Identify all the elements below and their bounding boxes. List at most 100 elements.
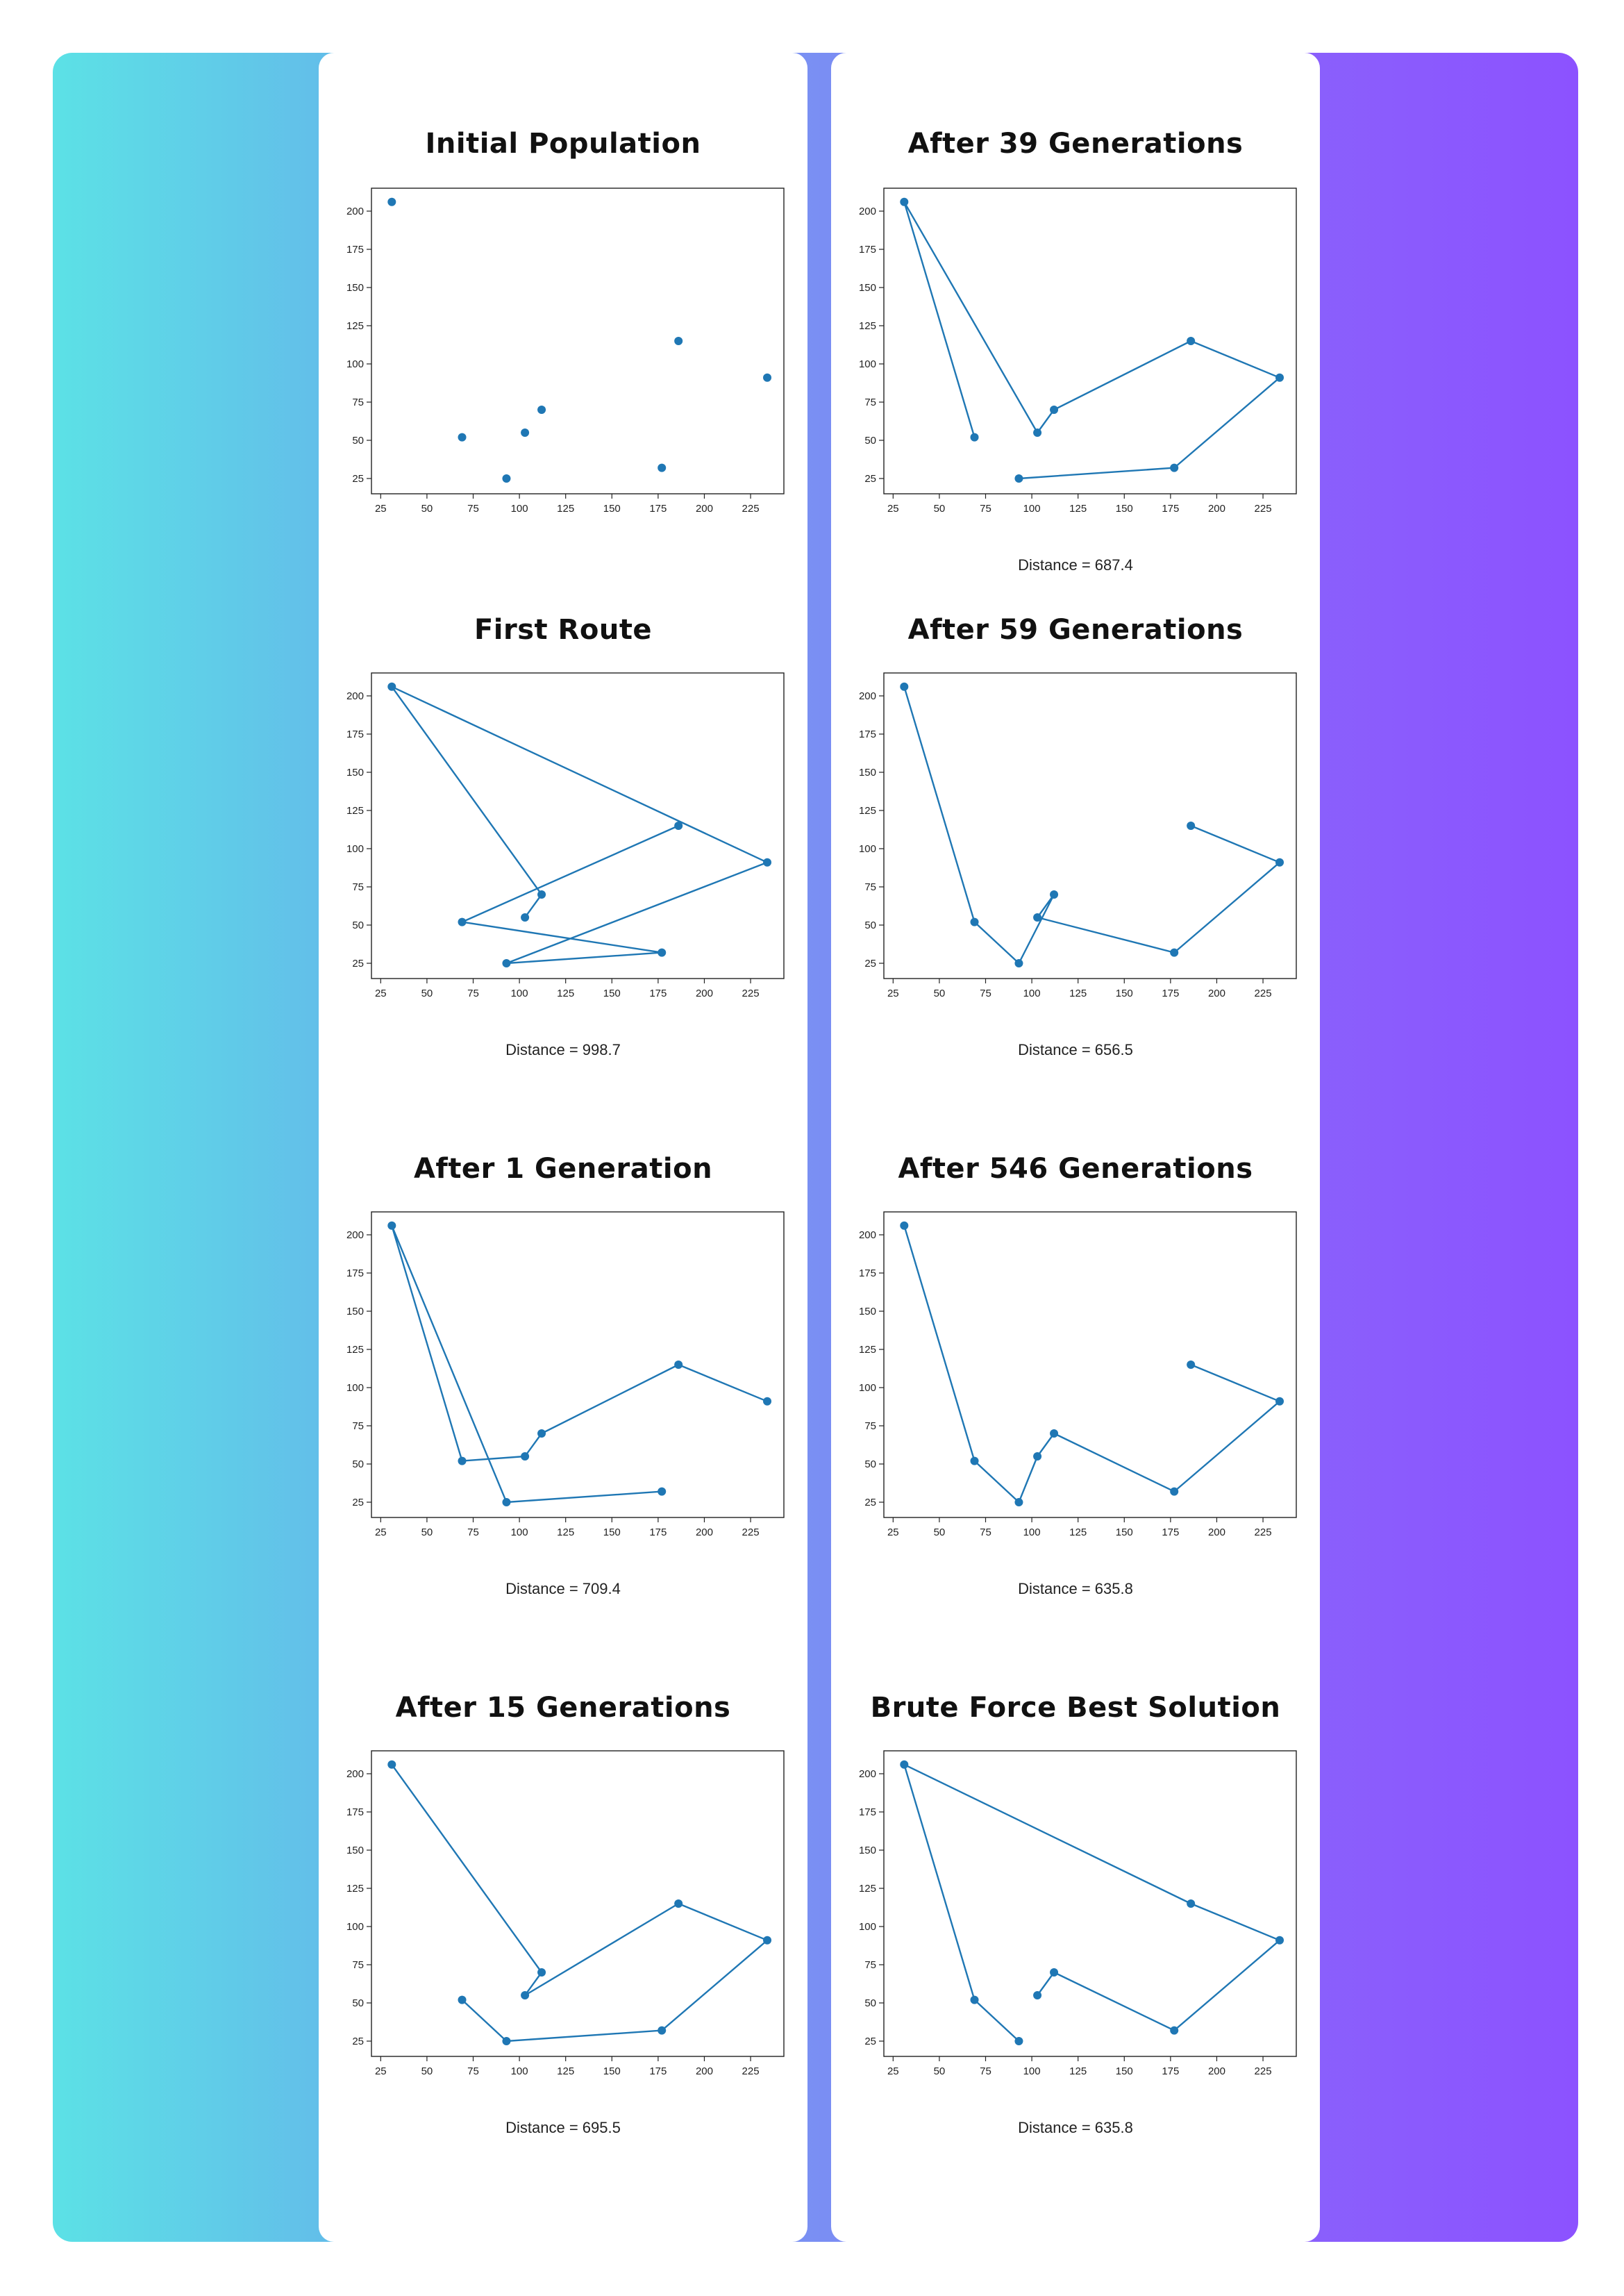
city-point (763, 858, 772, 867)
city-point (658, 1487, 667, 1496)
chart-svg: 25 50 75 100 125 150 175 200 225 25 50 75 100 125 150 1… (859, 188, 1297, 515)
x-tick-label: 175 (1162, 503, 1179, 515)
chart-title: After 39 Generations (907, 128, 1244, 160)
chart-title: After 15 Generations (395, 1692, 731, 1724)
city-point (502, 2037, 511, 2045)
chart-card-after-546-generations: After 546 Generations 25 50 75 100 125 150 175… (831, 1076, 1320, 1597)
plot-area: 25 50 75 100 125 150 175 200 225 25 50 75 100 125 150 1… (852, 188, 1297, 535)
x-tick-label: 225 (742, 2065, 760, 2077)
x-tick-label: 50 (934, 1526, 946, 1538)
chart-card-after-59-generations: After 59 Generations 25 50 75 100 125 150 175 2… (831, 538, 1320, 1058)
x-tick-label: 225 (742, 988, 760, 999)
x-tick-label: 50 (934, 2065, 946, 2077)
city-point (658, 463, 667, 472)
chart-svg: 25 50 75 100 125 150 175 200 225 25 50 75 100 125 150 1… (346, 1211, 785, 1538)
y-tick-label: 75 (352, 397, 364, 408)
city-point (1033, 429, 1042, 437)
y-tick-label: 150 (859, 1306, 876, 1317)
city-point (763, 1936, 772, 1945)
y-tick-label: 50 (864, 1997, 876, 2009)
city-point (521, 913, 530, 922)
x-tick-label: 200 (696, 2065, 713, 2077)
y-tick-label: 150 (346, 767, 364, 779)
city-point (1170, 1487, 1179, 1496)
city-point (1187, 1899, 1196, 1908)
distance-label: Distance = 635.8 (1018, 2119, 1133, 2136)
x-tick-label: 25 (375, 988, 387, 999)
city-point (1187, 822, 1196, 830)
y-tick-label: 100 (346, 358, 364, 370)
y-tick-label: 75 (352, 1959, 364, 1971)
y-tick-label: 100 (346, 843, 364, 855)
route-line (903, 686, 1281, 965)
city-point (970, 917, 979, 926)
x-tick-label: 50 (421, 1526, 433, 1538)
city-point (521, 1991, 530, 1999)
chart-svg: 25 50 75 100 125 150 175 200 225 25 50 75 100 125 150 1… (346, 188, 785, 515)
x-tick-label: 75 (467, 2065, 479, 2077)
y-tick-label: 175 (346, 244, 364, 256)
y-tick-label: 125 (859, 320, 876, 332)
city-point (658, 948, 667, 957)
y-tick-label: 200 (859, 1229, 876, 1241)
x-tick-label: 175 (649, 1526, 667, 1538)
x-tick-label: 100 (1023, 2065, 1041, 2077)
plot-area: 25 50 75 100 125 150 175 200 225 25 50 75 100 125 150 1… (852, 1750, 1297, 2098)
y-tick-label: 150 (346, 1845, 364, 1856)
y-tick-label: 75 (864, 1420, 876, 1432)
x-tick-label: 25 (887, 503, 899, 515)
y-tick-label: 150 (859, 767, 876, 779)
city-point (521, 429, 530, 437)
chart-card-after-39-generations: After 39 Generations 25 50 75 100 125 150 175 2… (831, 53, 1320, 574)
city-point (502, 959, 511, 967)
x-tick-label: 100 (511, 503, 528, 515)
y-tick-label: 25 (352, 473, 364, 485)
city-point (387, 1760, 396, 1769)
chart-title: Initial Population (425, 128, 701, 160)
x-tick-label: 125 (1069, 2065, 1087, 2077)
distance-label: Distance = 656.5 (1018, 1041, 1133, 1058)
x-tick-label: 225 (1255, 503, 1272, 515)
x-tick-label: 50 (934, 988, 946, 999)
chart-title: Brute Force Best Solution (870, 1692, 1281, 1724)
y-tick-label: 175 (346, 1806, 364, 1818)
y-tick-label: 125 (859, 805, 876, 817)
chart-card-first-route: First Route 25 50 75 100 125 150 175 200 225 25 50… (319, 538, 807, 1058)
x-tick-label: 150 (603, 503, 621, 515)
city-point (458, 917, 467, 926)
x-tick-label: 100 (1023, 988, 1041, 999)
chart-card-brute-force-best-solution: Brute Force Best Solution 25 50 75 100 125 15… (831, 1615, 1320, 2136)
y-tick-label: 150 (346, 1306, 364, 1317)
city-point (970, 433, 979, 442)
y-tick-label: 175 (859, 1267, 876, 1279)
y-tick-label: 75 (352, 1420, 364, 1432)
city-point (674, 337, 683, 345)
x-tick-label: 75 (980, 988, 991, 999)
x-tick-label: 25 (887, 2065, 899, 2077)
city-point (1033, 1452, 1042, 1461)
x-tick-label: 150 (603, 1526, 621, 1538)
plot-area: 25 50 75 100 125 150 175 200 225 25 50 75 100 125 150 1… (340, 1750, 785, 2098)
x-tick-label: 50 (934, 503, 946, 515)
x-tick-label: 225 (742, 503, 760, 515)
gradient-background (53, 53, 1578, 2242)
x-tick-label: 75 (980, 1526, 991, 1538)
chart-card-after-1-generation: After 1 Generation 25 50 75 100 125 150 175 200… (319, 1076, 807, 1597)
route-line (903, 1763, 1281, 2042)
x-tick-label: 50 (421, 988, 433, 999)
city-point (674, 822, 683, 830)
y-tick-label: 75 (864, 1959, 876, 1971)
city-point (1275, 1936, 1284, 1945)
y-tick-label: 200 (346, 1229, 364, 1241)
city-point (763, 1397, 772, 1406)
y-tick-label: 25 (352, 2036, 364, 2047)
x-tick-label: 175 (1162, 1526, 1179, 1538)
x-tick-label: 25 (375, 2065, 387, 2077)
x-tick-label: 200 (696, 1526, 713, 1538)
city-point (763, 373, 772, 382)
plot-area: 25 50 75 100 125 150 175 200 225 25 50 75 100 125 150 1… (340, 1211, 785, 1559)
y-tick-label: 75 (864, 881, 876, 893)
x-tick-label: 150 (1116, 1526, 1133, 1538)
x-tick-label: 125 (557, 503, 574, 515)
city-point (1050, 406, 1059, 414)
